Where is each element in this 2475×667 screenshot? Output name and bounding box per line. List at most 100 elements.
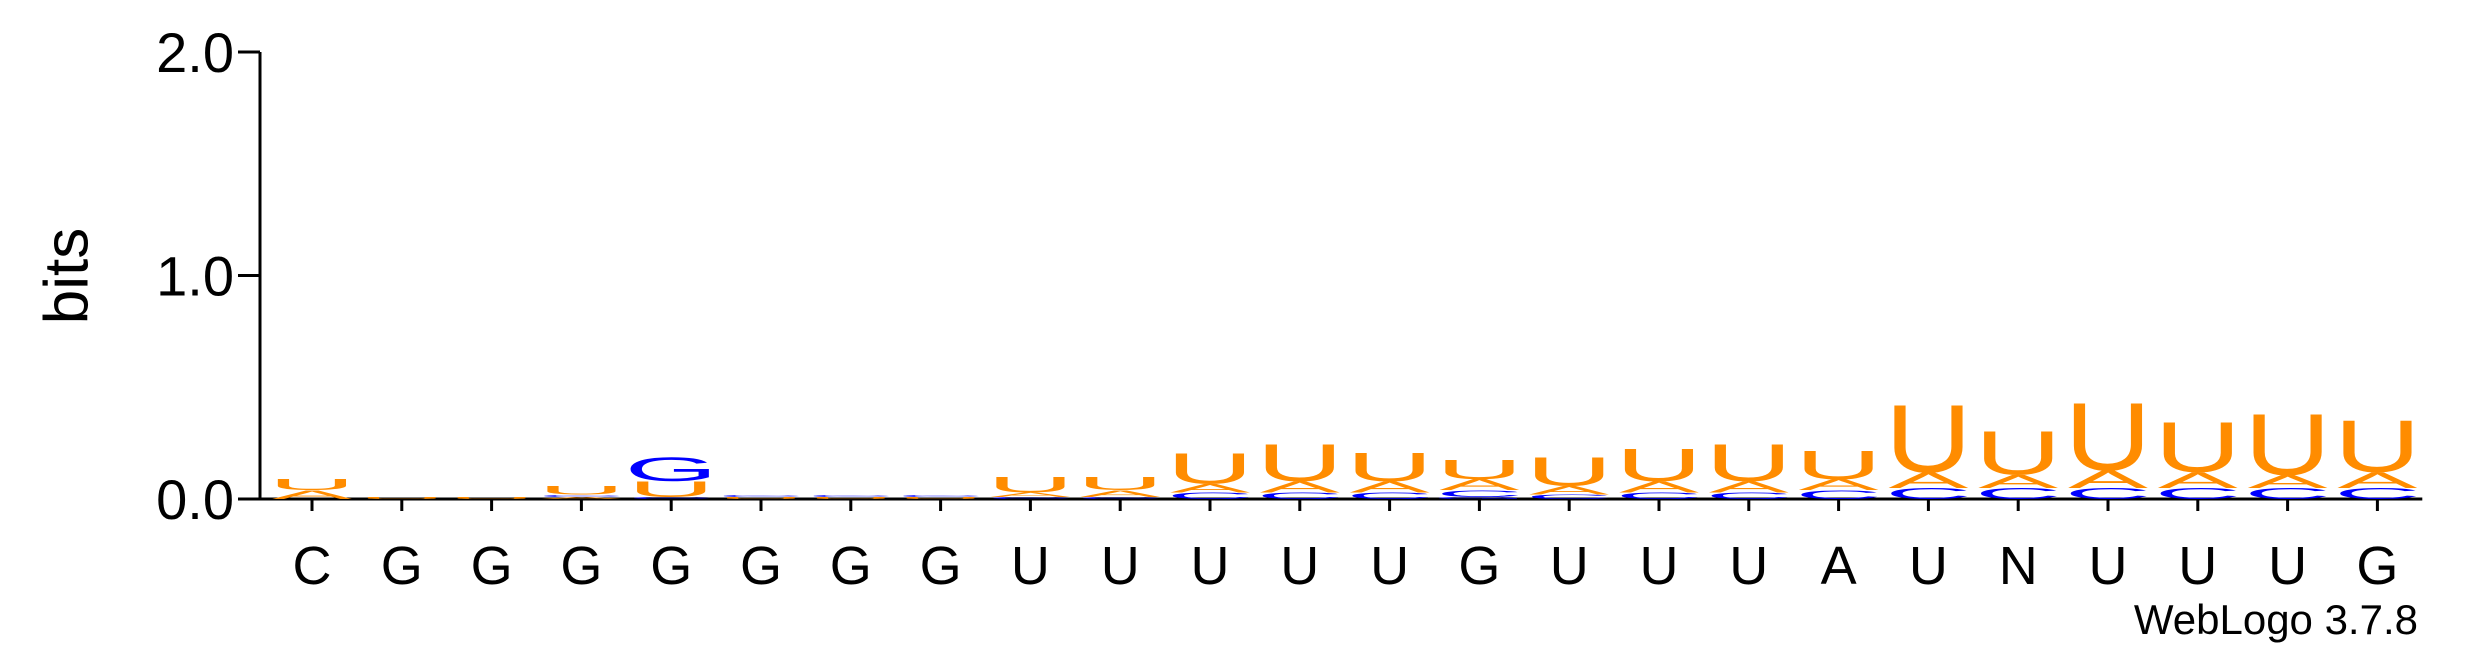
y-tick-label: 2.0 [156, 21, 234, 84]
logo-letter: A [1170, 481, 1250, 495]
x-tick-label: U [1191, 536, 1230, 596]
logo-letter: C [538, 494, 625, 497]
logo-letter-group: A [2158, 468, 2239, 492]
logo-letter: A [1709, 479, 1789, 496]
logo-letter-group: U [628, 477, 715, 501]
logo-letter-group: A [1529, 483, 1609, 497]
logo-letter: C [1616, 491, 1703, 501]
logo-letter: U [628, 477, 715, 501]
x-tick-label: G [1458, 536, 1500, 596]
y-axis-label: bits [32, 228, 101, 324]
logo-letter-group: C [1795, 488, 1882, 502]
logo-letter-group: C [1167, 491, 1254, 501]
logo-letter: U [1705, 433, 1792, 492]
x-tick-label: N [1999, 536, 2038, 596]
logo-letter-group: C [1256, 491, 1343, 501]
logo-letter: A [990, 491, 1071, 498]
logo-letter-group: U [1346, 445, 1433, 490]
logo-letter: A [2068, 466, 2148, 494]
x-tick-label: U [1729, 536, 1768, 596]
logo-letter: C [897, 494, 984, 497]
logo-letter: U [1526, 449, 1613, 494]
x-tick-label: U [1550, 536, 1589, 596]
logo-letter: U [358, 496, 445, 499]
logo-letter-group: U [1975, 419, 2062, 488]
logo-letter: A [1529, 483, 1609, 497]
logo-letter-group: A [1260, 479, 1340, 496]
logo-letter-group: A [272, 488, 352, 502]
x-tick-label: U [2089, 536, 2128, 596]
logo-letter: U [897, 496, 984, 499]
logo-letter: C [718, 494, 805, 497]
logo-letter-group: C [1077, 496, 1164, 499]
logo-letter: C [1705, 491, 1792, 501]
x-tick-label: U [1909, 536, 1948, 596]
logo-letter-group: U [1436, 454, 1523, 485]
logo-letter: U [2334, 406, 2421, 489]
logo-letter: A [1888, 468, 1969, 492]
logo-letter-group: U [1616, 440, 1703, 492]
logo-letter: G [1433, 496, 1526, 499]
logo-letter-group: C [1705, 491, 1792, 501]
logo-letter: U [1346, 445, 1433, 490]
logo-letter: A [2337, 468, 2418, 492]
x-tick-label: G [471, 536, 513, 596]
logo-letter-group: A [2337, 468, 2418, 492]
logo-letter: C [1256, 491, 1343, 501]
logo-letter-group: C [1975, 485, 2062, 502]
logo-letter-group: A [1978, 471, 2059, 492]
logo-letter-group: U [987, 473, 1074, 497]
logo-letter: C [1346, 491, 1433, 501]
logo-letter-group: A [2068, 466, 2148, 494]
logo-letter-group: C [2065, 485, 2152, 502]
logo-letter: U [1975, 419, 2062, 488]
logo-letter: U [1795, 442, 1882, 487]
logo-letter-group: A [1888, 468, 1969, 492]
logo-letter-group: A [1170, 481, 1250, 495]
logo-letter: C [2154, 485, 2241, 502]
x-tick-label: G [830, 536, 872, 596]
x-tick-label: G [2356, 536, 2398, 596]
logo-letter: C [1795, 488, 1882, 502]
logo-letter: U [1436, 454, 1523, 485]
logo-letter-group: G [625, 450, 718, 488]
logo-letter: A [1260, 479, 1340, 496]
footer: WebLogo 3.7.8 [2134, 596, 2418, 643]
logo-letter: U [1616, 440, 1703, 492]
logo-letter-group: U [897, 496, 984, 499]
x-tick-label: G [381, 536, 423, 596]
logo-letter: A [541, 496, 622, 499]
logo-letter: U [538, 483, 625, 497]
logo-letter: C [1436, 488, 1523, 498]
logo-letter: A [272, 488, 352, 502]
logo-letter: A [1350, 479, 1430, 496]
logo-letter-group: U [1795, 442, 1882, 487]
logo-letter: U [269, 476, 356, 493]
logo-letter: A [1080, 488, 1160, 498]
logo-letter-group: C [538, 494, 625, 497]
logo-letter-group: U [2334, 406, 2421, 489]
logo-letter: C [2334, 485, 2421, 502]
logo-letter-group: U [2244, 396, 2331, 493]
logo-letter-group: U [1256, 433, 1343, 492]
logo-letter: C [1167, 491, 1254, 501]
x-tick-label: U [1370, 536, 1409, 596]
logo-letter-group: U [1167, 444, 1254, 493]
logo-letter: U [1885, 386, 1972, 493]
logo-letter-group: U [269, 476, 356, 493]
logo-letter: C [1885, 485, 1972, 502]
x-tick-label: G [650, 536, 692, 596]
logo-letter-group: C [2334, 485, 2421, 502]
logo-letter: A [1799, 476, 1879, 493]
x-tick-label: U [1280, 536, 1319, 596]
logo-letter-group: C [628, 496, 715, 499]
logo-letter: C [1526, 493, 1613, 500]
x-tick-label: C [293, 536, 332, 596]
logo-letter-group: C [718, 494, 805, 497]
logo-letter: U [1256, 433, 1343, 492]
logo-letter-group: U [538, 483, 625, 497]
x-tick-label: G [920, 536, 962, 596]
logo-letter-group: A [1709, 479, 1789, 496]
logo-letter-group: C [1346, 491, 1433, 501]
